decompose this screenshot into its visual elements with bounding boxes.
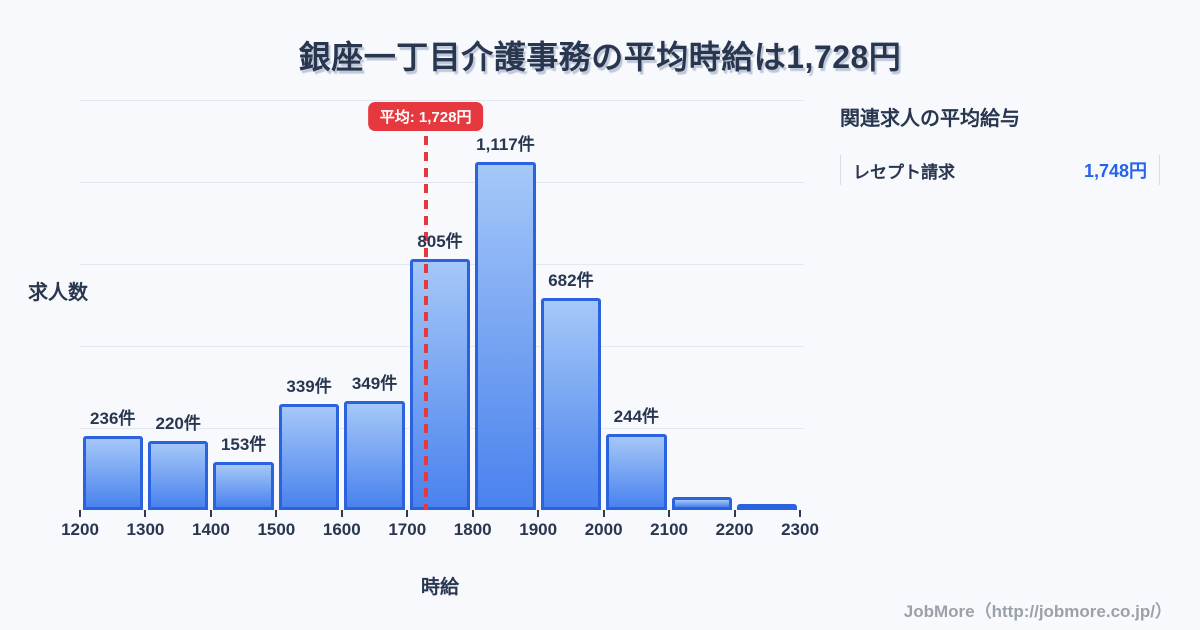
x-axis-tick-label: 1500 bbox=[257, 520, 296, 539]
average-badge: 平均: 1,728円 bbox=[367, 102, 484, 131]
bar-value-label: 220件 bbox=[155, 414, 201, 433]
x-axis-tick-label: 1800 bbox=[453, 520, 492, 539]
x-axis-tick bbox=[733, 510, 736, 517]
x-axis-tick bbox=[275, 510, 278, 517]
panel-heading: 関連求人の平均給与 bbox=[840, 108, 1020, 130]
histogram-bar bbox=[606, 434, 667, 510]
histogram-bar bbox=[213, 462, 274, 510]
page-title: 銀座一丁目介護事務の平均時給は1,728円 bbox=[298, 39, 902, 75]
x-axis-tick bbox=[79, 510, 81, 517]
bar-value-label: 805件 bbox=[417, 232, 463, 251]
x-axis-tick bbox=[799, 510, 801, 517]
related-job-row: レセプト請求 1,748円 bbox=[840, 155, 1160, 185]
histogram-bar bbox=[671, 497, 733, 510]
bar-value-label: 682件 bbox=[548, 271, 594, 290]
histogram-bar bbox=[147, 441, 209, 510]
x-axis-tick bbox=[537, 510, 540, 517]
related-job-label: レセプト請求 bbox=[853, 162, 955, 182]
histogram-bar bbox=[737, 504, 798, 510]
bar-value-label: 349件 bbox=[351, 374, 398, 393]
y-axis-label: 求人数 bbox=[28, 282, 88, 304]
histogram-bar bbox=[409, 259, 471, 510]
gridline bbox=[80, 182, 804, 183]
gridline bbox=[80, 100, 804, 101]
x-axis-tick bbox=[602, 510, 605, 517]
histogram-bar bbox=[278, 404, 340, 510]
x-axis-tick bbox=[209, 510, 212, 517]
plot-area: 平均: 1,728円 236件 220件 153件 339件 349件 805件 1,117… bbox=[61, 100, 819, 539]
histogram-bar bbox=[475, 162, 536, 510]
x-axis-tick bbox=[406, 510, 409, 517]
average-line bbox=[423, 136, 428, 510]
related-job-value: 1,748円 bbox=[1083, 161, 1147, 181]
x-axis-tick bbox=[471, 510, 474, 517]
x-axis-label: 時給 bbox=[420, 577, 459, 598]
bar-value-label: 236件 bbox=[90, 409, 136, 428]
histogram-bar bbox=[344, 401, 405, 510]
x-axis-tick-label: 1200 bbox=[61, 520, 99, 539]
bar-value-label: 244件 bbox=[613, 407, 660, 426]
x-axis-tick-label: 1600 bbox=[322, 520, 361, 539]
histogram-bar bbox=[82, 436, 143, 510]
histogram-bar bbox=[540, 298, 602, 510]
x-axis-tick-label: 1900 bbox=[519, 520, 558, 539]
bar-value-label: 1,117件 bbox=[476, 135, 535, 154]
related-jobs-panel: 関連求人の平均給与 レセプト請求 1,748円 bbox=[840, 102, 1160, 185]
x-axis-tick bbox=[668, 510, 671, 517]
x-axis-tick bbox=[340, 510, 343, 517]
x-axis-tick-label: 1300 bbox=[126, 520, 165, 539]
bar-value-label: 153件 bbox=[220, 435, 267, 454]
footer-credit: JobMore（http://jobmore.co.jp/） bbox=[903, 602, 1172, 621]
x-axis-tick-label: 2300 bbox=[781, 520, 819, 539]
x-axis-tick-label: 2000 bbox=[584, 520, 623, 539]
x-axis-tick bbox=[144, 510, 147, 517]
x-axis-tick-label: 1700 bbox=[388, 520, 427, 539]
x-axis-tick-label: 2200 bbox=[715, 520, 754, 539]
bar-value-label: 339件 bbox=[286, 377, 332, 396]
x-axis-tick-label: 1400 bbox=[191, 520, 230, 539]
x-axis-tick-label: 2100 bbox=[650, 520, 688, 539]
